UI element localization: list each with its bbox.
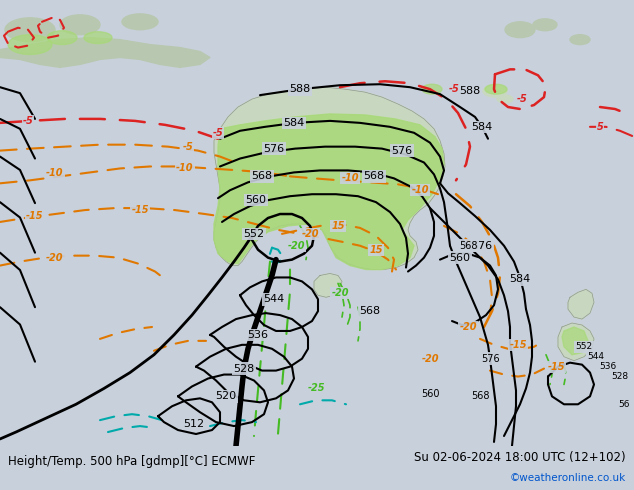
Text: -15: -15 — [509, 340, 527, 350]
Text: 536: 536 — [599, 362, 617, 371]
Text: -10: -10 — [341, 173, 359, 183]
Polygon shape — [214, 87, 445, 270]
Text: 560: 560 — [421, 390, 439, 399]
Text: 560: 560 — [245, 195, 266, 205]
Ellipse shape — [5, 18, 55, 42]
Text: -5: -5 — [449, 84, 460, 94]
Text: 536: 536 — [247, 330, 269, 340]
Text: 56: 56 — [618, 400, 630, 409]
Text: -5: -5 — [23, 116, 34, 126]
Ellipse shape — [533, 19, 557, 31]
Text: 588: 588 — [289, 84, 311, 94]
Text: 584: 584 — [283, 118, 304, 128]
Text: 584: 584 — [471, 122, 493, 132]
Ellipse shape — [497, 95, 513, 103]
Text: 568: 568 — [252, 172, 273, 181]
Text: -5: -5 — [517, 94, 527, 104]
Text: 568: 568 — [459, 241, 477, 251]
Text: 588: 588 — [460, 86, 481, 96]
Text: -10: -10 — [46, 169, 64, 178]
Text: ©weatheronline.co.uk: ©weatheronline.co.uk — [510, 473, 626, 483]
Text: 576: 576 — [481, 354, 500, 364]
Text: -10: -10 — [411, 185, 429, 195]
Ellipse shape — [485, 84, 507, 94]
Text: 568: 568 — [471, 392, 489, 401]
Text: 544: 544 — [263, 294, 285, 304]
Text: 552: 552 — [243, 229, 264, 239]
Text: 5: 5 — [597, 122, 604, 132]
Text: Su 02-06-2024 18:00 UTC (12+102): Su 02-06-2024 18:00 UTC (12+102) — [415, 451, 626, 465]
Text: -15: -15 — [547, 362, 565, 371]
Text: 528: 528 — [233, 364, 255, 373]
Ellipse shape — [60, 15, 100, 35]
Polygon shape — [562, 327, 588, 355]
Text: 512: 512 — [183, 419, 205, 429]
Ellipse shape — [8, 35, 52, 54]
Text: 520: 520 — [216, 392, 236, 401]
Polygon shape — [568, 289, 594, 319]
Text: 15: 15 — [331, 221, 345, 231]
Ellipse shape — [570, 35, 590, 45]
Text: -20: -20 — [459, 322, 477, 332]
Text: 544: 544 — [588, 352, 604, 361]
Text: -20: -20 — [46, 253, 64, 263]
Text: 528: 528 — [611, 372, 628, 381]
Text: -15: -15 — [131, 205, 149, 215]
Text: 576: 576 — [391, 146, 413, 156]
Polygon shape — [214, 114, 444, 270]
Polygon shape — [314, 273, 342, 297]
Ellipse shape — [422, 84, 442, 94]
Text: Height/Temp. 500 hPa [gdmp][°C] ECMWF: Height/Temp. 500 hPa [gdmp][°C] ECMWF — [8, 455, 256, 468]
Polygon shape — [558, 323, 594, 361]
Text: -25: -25 — [307, 384, 325, 393]
Text: -20: -20 — [287, 241, 305, 251]
Text: -10: -10 — [176, 164, 194, 173]
Ellipse shape — [483, 85, 507, 97]
Text: -5: -5 — [212, 128, 223, 138]
Text: 576: 576 — [264, 144, 285, 154]
Text: 15: 15 — [369, 245, 383, 255]
Text: 576: 576 — [472, 241, 493, 251]
Ellipse shape — [505, 22, 535, 38]
Text: -20: -20 — [421, 354, 439, 364]
Text: -20: -20 — [301, 229, 319, 239]
Text: -15: -15 — [26, 211, 44, 221]
Text: 560: 560 — [450, 253, 470, 263]
Polygon shape — [0, 38, 210, 68]
Ellipse shape — [45, 47, 75, 62]
Ellipse shape — [122, 14, 158, 30]
Text: 552: 552 — [576, 343, 593, 351]
Text: 568: 568 — [363, 172, 385, 181]
Text: -20: -20 — [331, 288, 349, 298]
Ellipse shape — [47, 31, 77, 45]
Text: 584: 584 — [509, 274, 531, 284]
Text: -5: -5 — [183, 142, 193, 151]
Ellipse shape — [84, 32, 112, 44]
Text: 568: 568 — [359, 306, 380, 316]
